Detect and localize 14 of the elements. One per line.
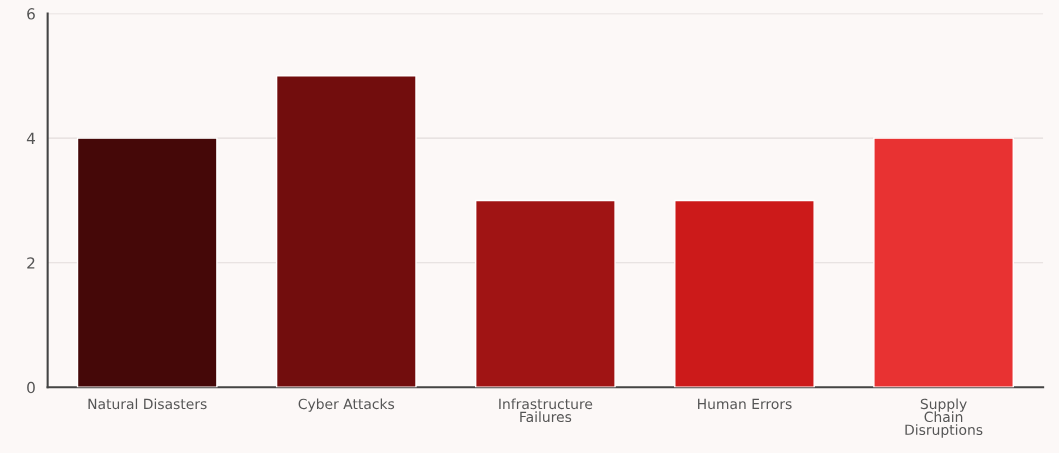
bar [76, 137, 218, 388]
x-tick-label: Natural Disasters [88, 398, 207, 410]
y-tick-label: 0 [27, 381, 35, 394]
x-tick-label: Human Errors [698, 398, 792, 410]
y-tick-label: 4 [26, 132, 35, 144]
x-tick-label: Cyber Attacks [298, 398, 395, 412]
x-tick-label: Supply Chain Disruptions [905, 398, 983, 438]
x-tick-label: Infrastructure Failures [499, 398, 593, 423]
bar [475, 199, 616, 388]
bar [674, 199, 815, 388]
bar [275, 75, 417, 388]
y-tick-label: 2 [27, 257, 35, 269]
y-tick-label: 6 [27, 8, 35, 20]
bar [873, 137, 1014, 388]
